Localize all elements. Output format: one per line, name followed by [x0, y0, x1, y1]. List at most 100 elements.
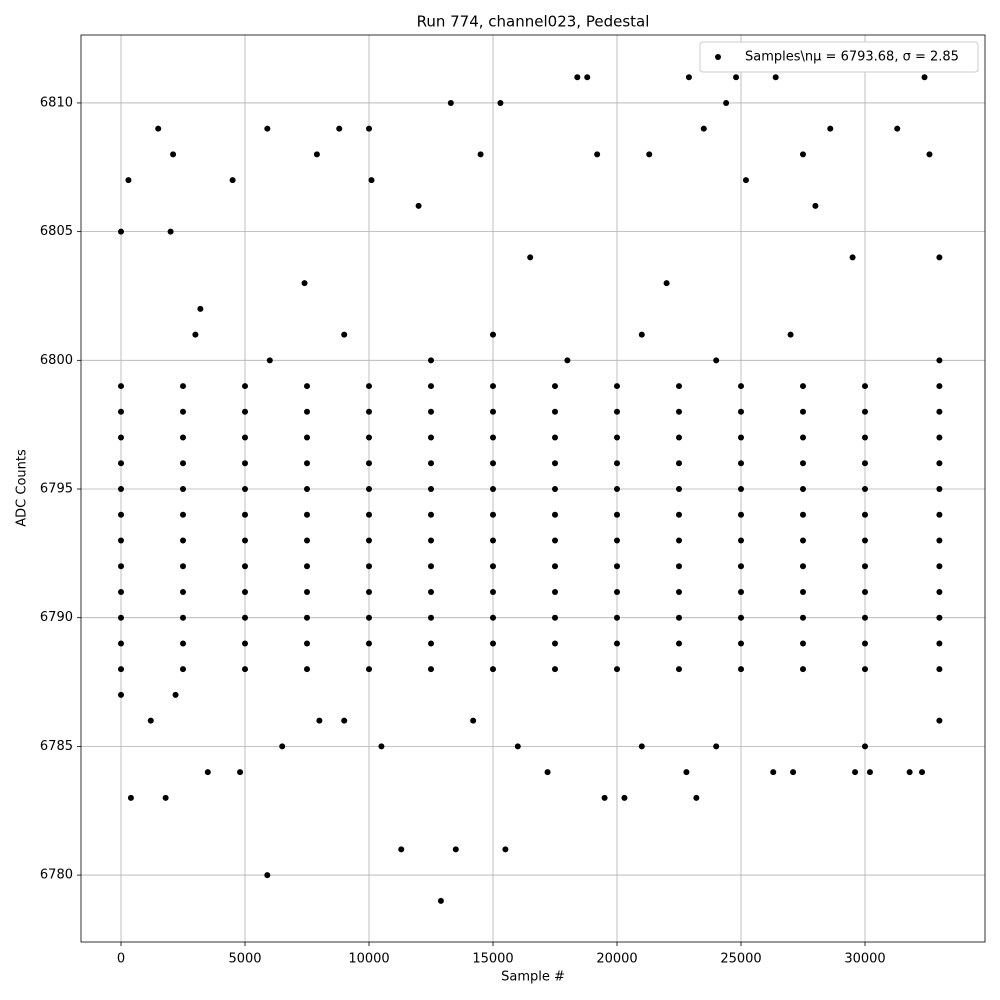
y-tick-label: 6800 [40, 353, 73, 368]
point [737, 408, 744, 415]
point [237, 769, 244, 776]
point [551, 511, 558, 518]
point [304, 666, 310, 673]
point [304, 563, 310, 570]
legend: Samples\nμ = 6793.68, σ = 2.85 [699, 41, 979, 73]
point [921, 74, 928, 81]
point [936, 408, 943, 415]
point [737, 383, 744, 390]
point [365, 125, 372, 132]
point [489, 537, 496, 544]
point [118, 588, 125, 595]
x-tick-label: 25000 [720, 952, 761, 967]
point [685, 74, 692, 81]
point [613, 537, 620, 544]
point [365, 563, 372, 570]
point [675, 383, 682, 390]
point [799, 383, 806, 390]
point [551, 486, 558, 493]
point [799, 537, 806, 544]
point [861, 383, 868, 390]
point [427, 563, 434, 570]
point [638, 743, 645, 750]
point [365, 460, 372, 467]
point [279, 743, 286, 750]
point [118, 460, 125, 467]
x-tick-label: 20000 [596, 952, 637, 967]
chart-title: Run 774, channel023, Pedestal [417, 13, 650, 31]
point [118, 434, 125, 441]
point [368, 177, 375, 184]
point [118, 511, 125, 518]
point [427, 460, 434, 467]
point [118, 383, 125, 390]
point [551, 537, 558, 544]
point [799, 614, 806, 621]
point [799, 588, 806, 595]
y-tick-label: 6795 [40, 482, 73, 497]
point [936, 434, 943, 441]
point [118, 537, 125, 544]
point [613, 460, 620, 467]
point [936, 588, 943, 595]
point [675, 640, 682, 647]
point [489, 434, 496, 441]
point [638, 331, 645, 338]
point [242, 434, 249, 441]
point [799, 151, 806, 158]
y-tick-label: 6785 [40, 739, 73, 754]
point [790, 769, 797, 776]
point [613, 588, 620, 595]
point [799, 640, 806, 647]
point [427, 537, 434, 544]
point [861, 614, 868, 621]
point [861, 640, 868, 647]
point [452, 846, 459, 853]
point [192, 331, 199, 338]
point [551, 640, 558, 647]
point [242, 666, 249, 673]
point [827, 125, 834, 132]
point [264, 872, 271, 879]
point [861, 743, 868, 750]
point [427, 640, 434, 647]
point [613, 486, 620, 493]
y-tick-label: 6780 [40, 868, 73, 883]
point [304, 588, 310, 595]
point [551, 563, 558, 570]
point [737, 511, 744, 518]
point [365, 408, 372, 415]
point [304, 537, 310, 544]
point [180, 537, 187, 544]
point [663, 280, 670, 287]
point [365, 640, 372, 647]
point [477, 151, 484, 158]
point [313, 151, 320, 158]
point [497, 99, 504, 106]
x-tick-label: 0 [117, 952, 125, 967]
point [118, 408, 125, 415]
y-tick-label: 6805 [40, 224, 73, 239]
point [155, 125, 162, 132]
point [304, 614, 310, 621]
point [304, 486, 310, 493]
point [936, 537, 943, 544]
point [316, 717, 323, 724]
point [180, 383, 187, 390]
point [242, 588, 249, 595]
point [799, 434, 806, 441]
point [341, 717, 348, 724]
point [336, 125, 343, 132]
point [613, 408, 620, 415]
point [242, 383, 249, 390]
point [613, 434, 620, 441]
point [861, 666, 868, 673]
point [737, 588, 744, 595]
point [693, 794, 700, 801]
point [489, 511, 496, 518]
point [242, 408, 249, 415]
point [304, 383, 310, 390]
y-tick-label: 6790 [40, 610, 73, 625]
point [180, 460, 187, 467]
